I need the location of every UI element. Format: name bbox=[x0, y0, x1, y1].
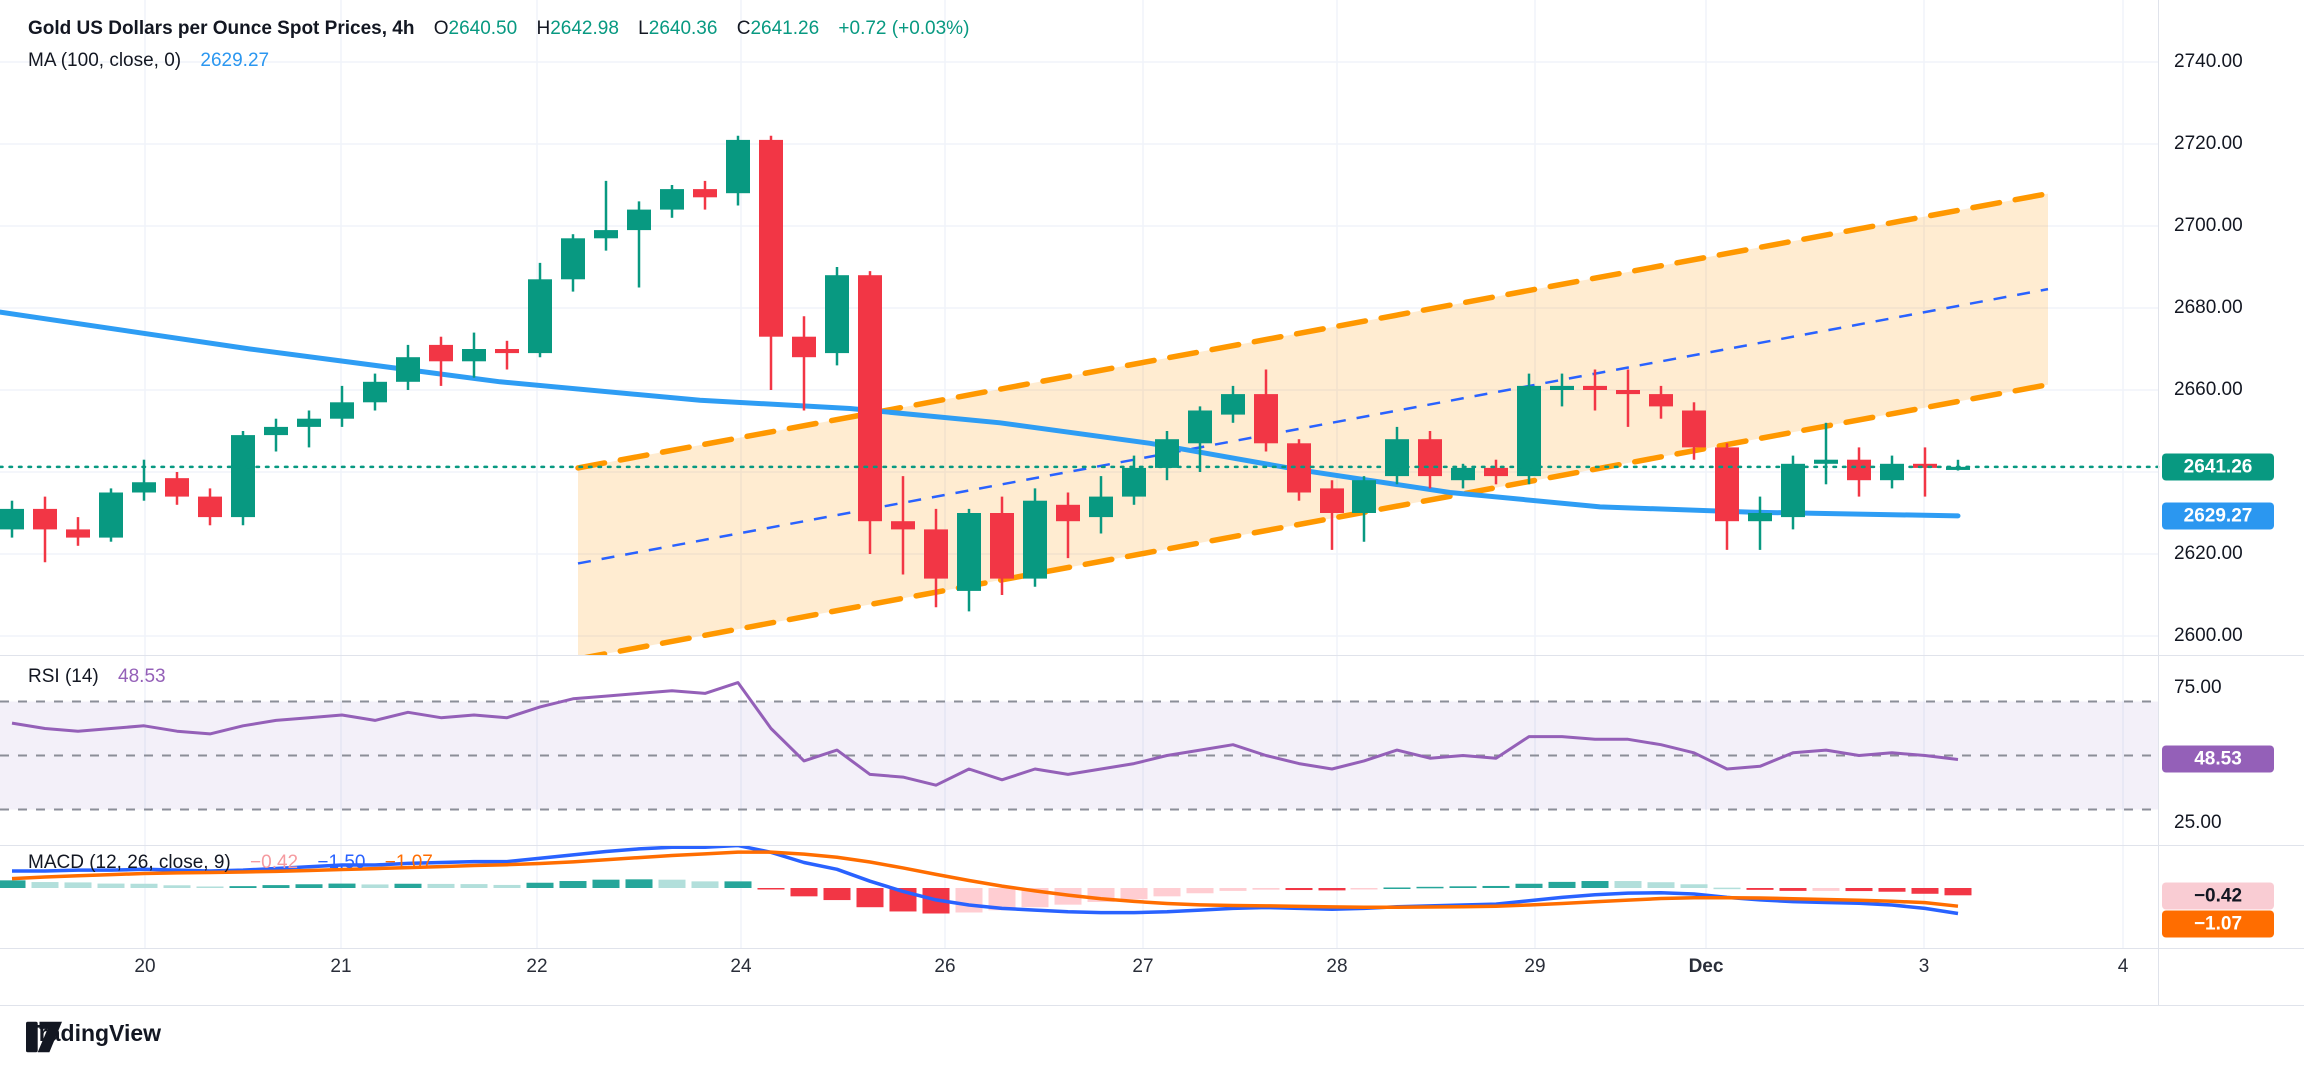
ma-value-badge: 2629.27 bbox=[2162, 502, 2274, 530]
rsi-tick-75.00: 75.00 bbox=[2174, 677, 2222, 698]
tradingview-logo[interactable]: TradingView bbox=[26, 1020, 161, 1053]
macd-label: MACD (12, 26, close, 9) bbox=[28, 852, 231, 873]
open-value: 2640.50 bbox=[448, 18, 518, 39]
close-price-badge: 2641.26 bbox=[2162, 453, 2274, 481]
price-axis-border bbox=[2158, 0, 2159, 1005]
time-label-24: 24 bbox=[730, 956, 752, 977]
macd-signal-badge: −1.07 bbox=[2162, 910, 2274, 938]
macd-line-value: −1.50 bbox=[317, 852, 366, 873]
time-label-29: 29 bbox=[1524, 956, 1546, 977]
time-label-Dec: Dec bbox=[1688, 956, 1724, 977]
macd-axis-separator bbox=[0, 948, 2304, 949]
bottom-border bbox=[0, 1005, 2304, 1006]
low-label: L bbox=[638, 18, 649, 39]
time-label-28: 28 bbox=[1326, 956, 1348, 977]
ma-label: MA (100, close, 0) bbox=[28, 50, 182, 71]
time-label-27: 27 bbox=[1132, 956, 1154, 977]
change-value: +0.72 (+0.03%) bbox=[838, 18, 970, 39]
price-tick-2600.00: 2600.00 bbox=[2174, 625, 2243, 646]
macd-panel bbox=[0, 846, 1972, 916]
rsi-label: RSI (14) bbox=[28, 666, 99, 687]
price-tick-2720.00: 2720.00 bbox=[2174, 133, 2243, 154]
ma100-line bbox=[0, 309, 1961, 519]
open-label: O bbox=[433, 18, 449, 39]
time-label-4: 4 bbox=[2117, 956, 2129, 977]
price-tick-2700.00: 2700.00 bbox=[2174, 215, 2243, 236]
ma-legend[interactable]: MA (100, close, 0) 2629.27 bbox=[28, 50, 269, 72]
time-label-26: 26 bbox=[934, 956, 956, 977]
macd-hist-value: −0.42 bbox=[250, 852, 299, 873]
chart-title: Gold US Dollars per Ounce Spot Prices, 4… bbox=[28, 18, 415, 39]
price-tick-2740.00: 2740.00 bbox=[2174, 51, 2243, 72]
candles bbox=[0, 135, 1970, 612]
rsi-panel bbox=[0, 681, 2158, 811]
rsi-legend[interactable]: RSI (14) 48.53 bbox=[28, 666, 166, 688]
close-value: 2641.26 bbox=[750, 18, 820, 39]
time-label-3: 3 bbox=[1918, 956, 1930, 977]
time-label-21: 21 bbox=[330, 956, 352, 977]
ma-value: 2629.27 bbox=[200, 50, 270, 71]
regression-channel bbox=[575, 190, 2051, 655]
high-value: 2642.98 bbox=[550, 18, 619, 39]
macd-legend[interactable]: MACD (12, 26, close, 9) −0.42 −1.50 −1.0… bbox=[28, 852, 433, 874]
close-label: C bbox=[736, 18, 751, 39]
rsi-tick-25.00: 25.00 bbox=[2174, 812, 2222, 833]
low-value: 2640.36 bbox=[648, 18, 718, 39]
main-legend[interactable]: Gold US Dollars per Ounce Spot Prices, 4… bbox=[28, 18, 969, 40]
rsi-macd-separator[interactable] bbox=[0, 845, 2304, 846]
macd-hist-badge: −0.42 bbox=[2162, 882, 2274, 910]
price-tick-2680.00: 2680.00 bbox=[2174, 297, 2243, 318]
time-label-22: 22 bbox=[526, 956, 548, 977]
high-label: H bbox=[536, 18, 551, 39]
rsi-value: 48.53 bbox=[118, 666, 166, 687]
rsi-value-badge: 48.53 bbox=[2162, 745, 2274, 773]
price-tick-2620.00: 2620.00 bbox=[2174, 543, 2243, 564]
price-tick-2660.00: 2660.00 bbox=[2174, 379, 2243, 400]
tradingview-logo-icon bbox=[26, 1021, 62, 1053]
main-rsi-separator[interactable] bbox=[0, 655, 2304, 656]
time-label-20: 20 bbox=[134, 956, 156, 977]
macd-signal-value: −1.07 bbox=[384, 852, 433, 873]
